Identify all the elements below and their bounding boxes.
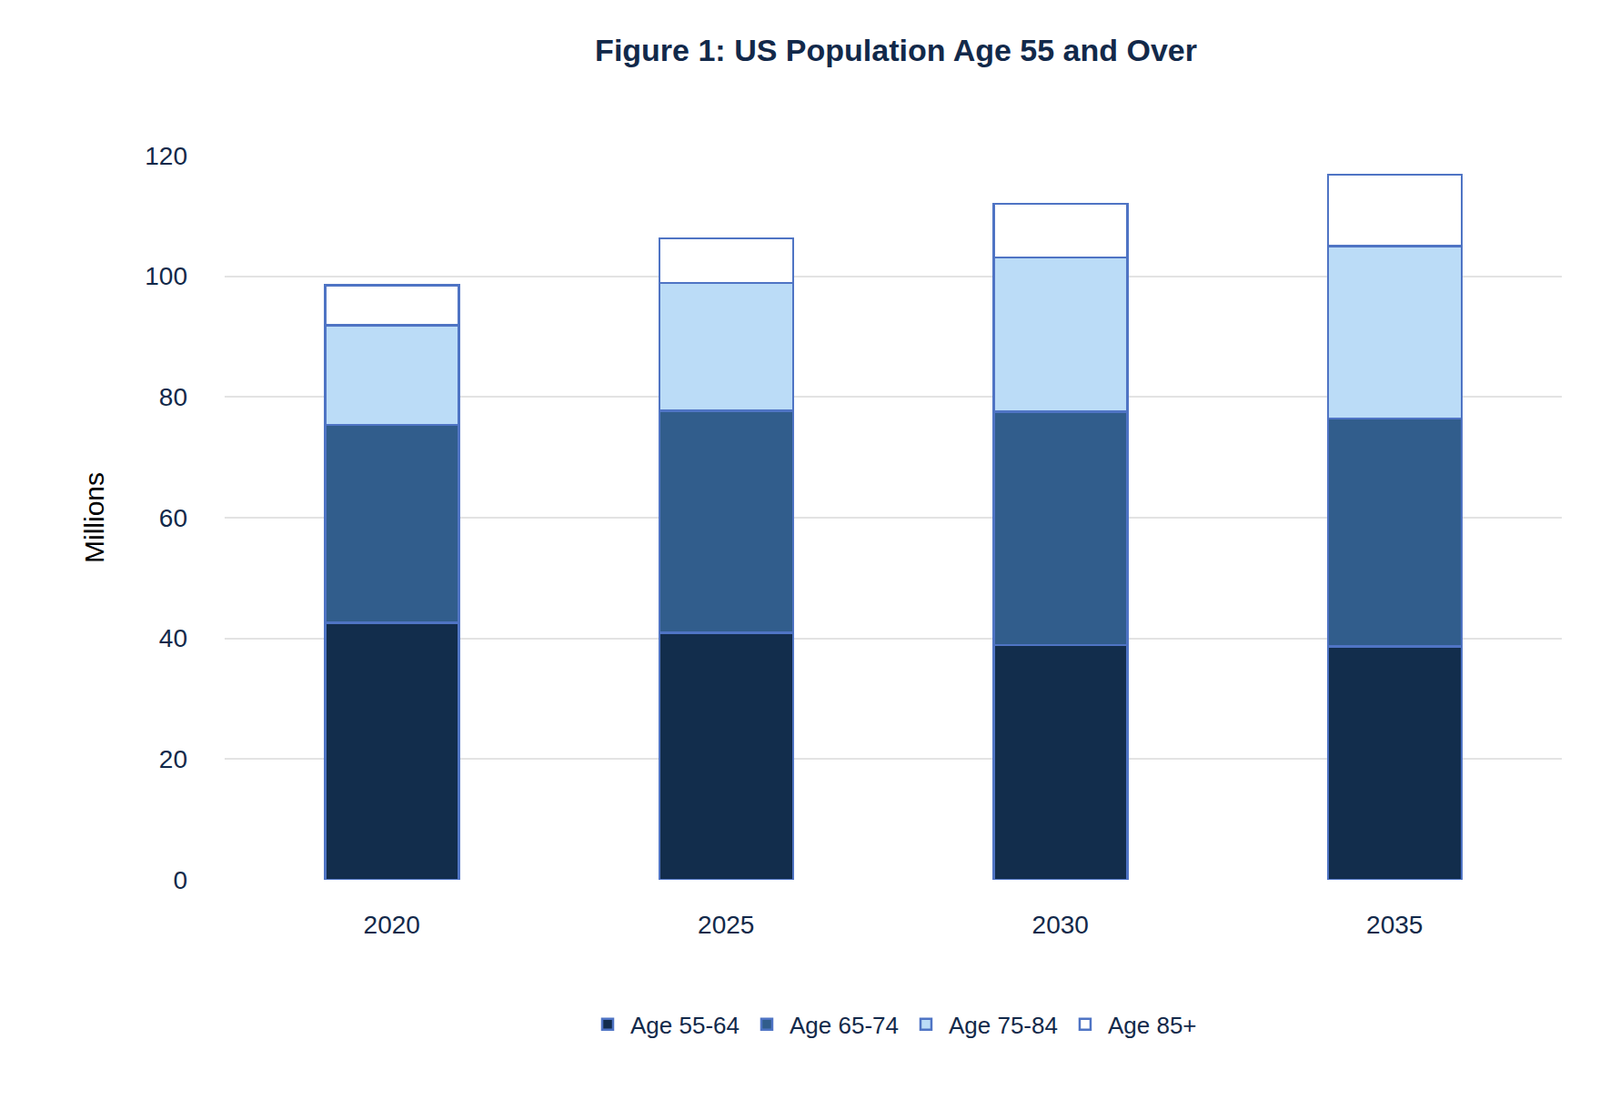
svg-text:100: 100 [144,261,188,291]
svg-text:Age 55-64: Age 55-64 [630,1011,740,1039]
svg-text:Age 65-74: Age 65-74 [789,1011,899,1039]
svg-text:80: 80 [159,382,188,412]
svg-text:120: 120 [144,141,188,171]
svg-text:Figure 1: US Population Age 55: Figure 1: US Population Age 55 and Over [594,32,1198,68]
svg-text:2035: 2035 [1366,910,1423,939]
svg-text:20: 20 [159,744,188,774]
svg-text:40: 40 [159,623,188,653]
svg-text:0: 0 [172,865,188,895]
svg-text:2030: 2030 [1032,910,1089,939]
svg-text:Age 85+: Age 85+ [1107,1011,1198,1039]
svg-text:2020: 2020 [363,910,421,939]
svg-text:60: 60 [159,503,188,533]
svg-text:2025: 2025 [697,910,755,939]
svg-text:Millions: Millions [79,472,110,564]
svg-text:Age 75-84: Age 75-84 [948,1011,1058,1039]
